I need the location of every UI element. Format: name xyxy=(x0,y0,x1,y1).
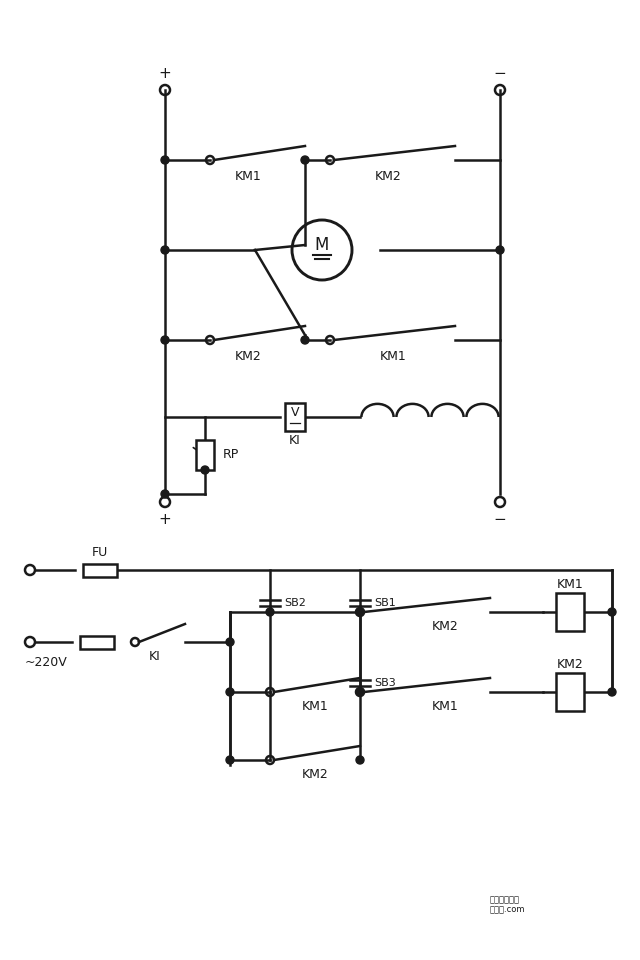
Circle shape xyxy=(356,608,364,616)
Circle shape xyxy=(266,608,274,616)
Text: KM1: KM1 xyxy=(301,700,328,712)
Text: −: − xyxy=(493,513,506,527)
Circle shape xyxy=(226,638,234,646)
Text: KM1: KM1 xyxy=(431,700,458,712)
Bar xyxy=(83,564,117,577)
Circle shape xyxy=(301,156,309,164)
Text: ~220V: ~220V xyxy=(25,656,68,668)
Text: KM2: KM2 xyxy=(431,619,458,633)
Circle shape xyxy=(201,466,209,474)
Circle shape xyxy=(161,490,169,498)
Text: KM1: KM1 xyxy=(235,170,261,182)
Text: KI: KI xyxy=(289,435,301,447)
Text: M: M xyxy=(315,236,329,254)
Circle shape xyxy=(608,688,616,696)
Text: FU: FU xyxy=(92,546,108,560)
Text: KM2: KM2 xyxy=(301,767,328,780)
Text: KM2: KM2 xyxy=(374,170,401,182)
Circle shape xyxy=(356,688,364,696)
Circle shape xyxy=(226,756,234,764)
Circle shape xyxy=(161,336,169,344)
Text: 全铁电气资源
接线图.com: 全铁电气资源 接线图.com xyxy=(490,896,525,915)
Text: KI: KI xyxy=(149,650,161,662)
Text: −: − xyxy=(493,65,506,81)
Bar xyxy=(196,440,214,470)
Text: SB3: SB3 xyxy=(374,678,396,688)
Bar xyxy=(285,403,305,431)
Text: KM1: KM1 xyxy=(557,578,584,590)
Text: KM2: KM2 xyxy=(235,349,261,363)
Bar xyxy=(80,636,114,649)
Circle shape xyxy=(226,688,234,696)
Bar xyxy=(556,593,584,631)
Text: +: + xyxy=(159,513,172,527)
Bar xyxy=(556,673,584,711)
Circle shape xyxy=(356,756,364,764)
Text: SB2: SB2 xyxy=(284,598,306,608)
Circle shape xyxy=(301,336,309,344)
Text: KM1: KM1 xyxy=(380,349,406,363)
Circle shape xyxy=(161,156,169,164)
Text: +: + xyxy=(159,65,172,81)
Text: V: V xyxy=(291,406,300,420)
Text: RP: RP xyxy=(223,448,239,462)
Text: KM2: KM2 xyxy=(557,658,584,670)
Circle shape xyxy=(496,246,504,254)
Circle shape xyxy=(608,608,616,616)
Text: SB1: SB1 xyxy=(374,598,396,608)
Circle shape xyxy=(161,246,169,254)
